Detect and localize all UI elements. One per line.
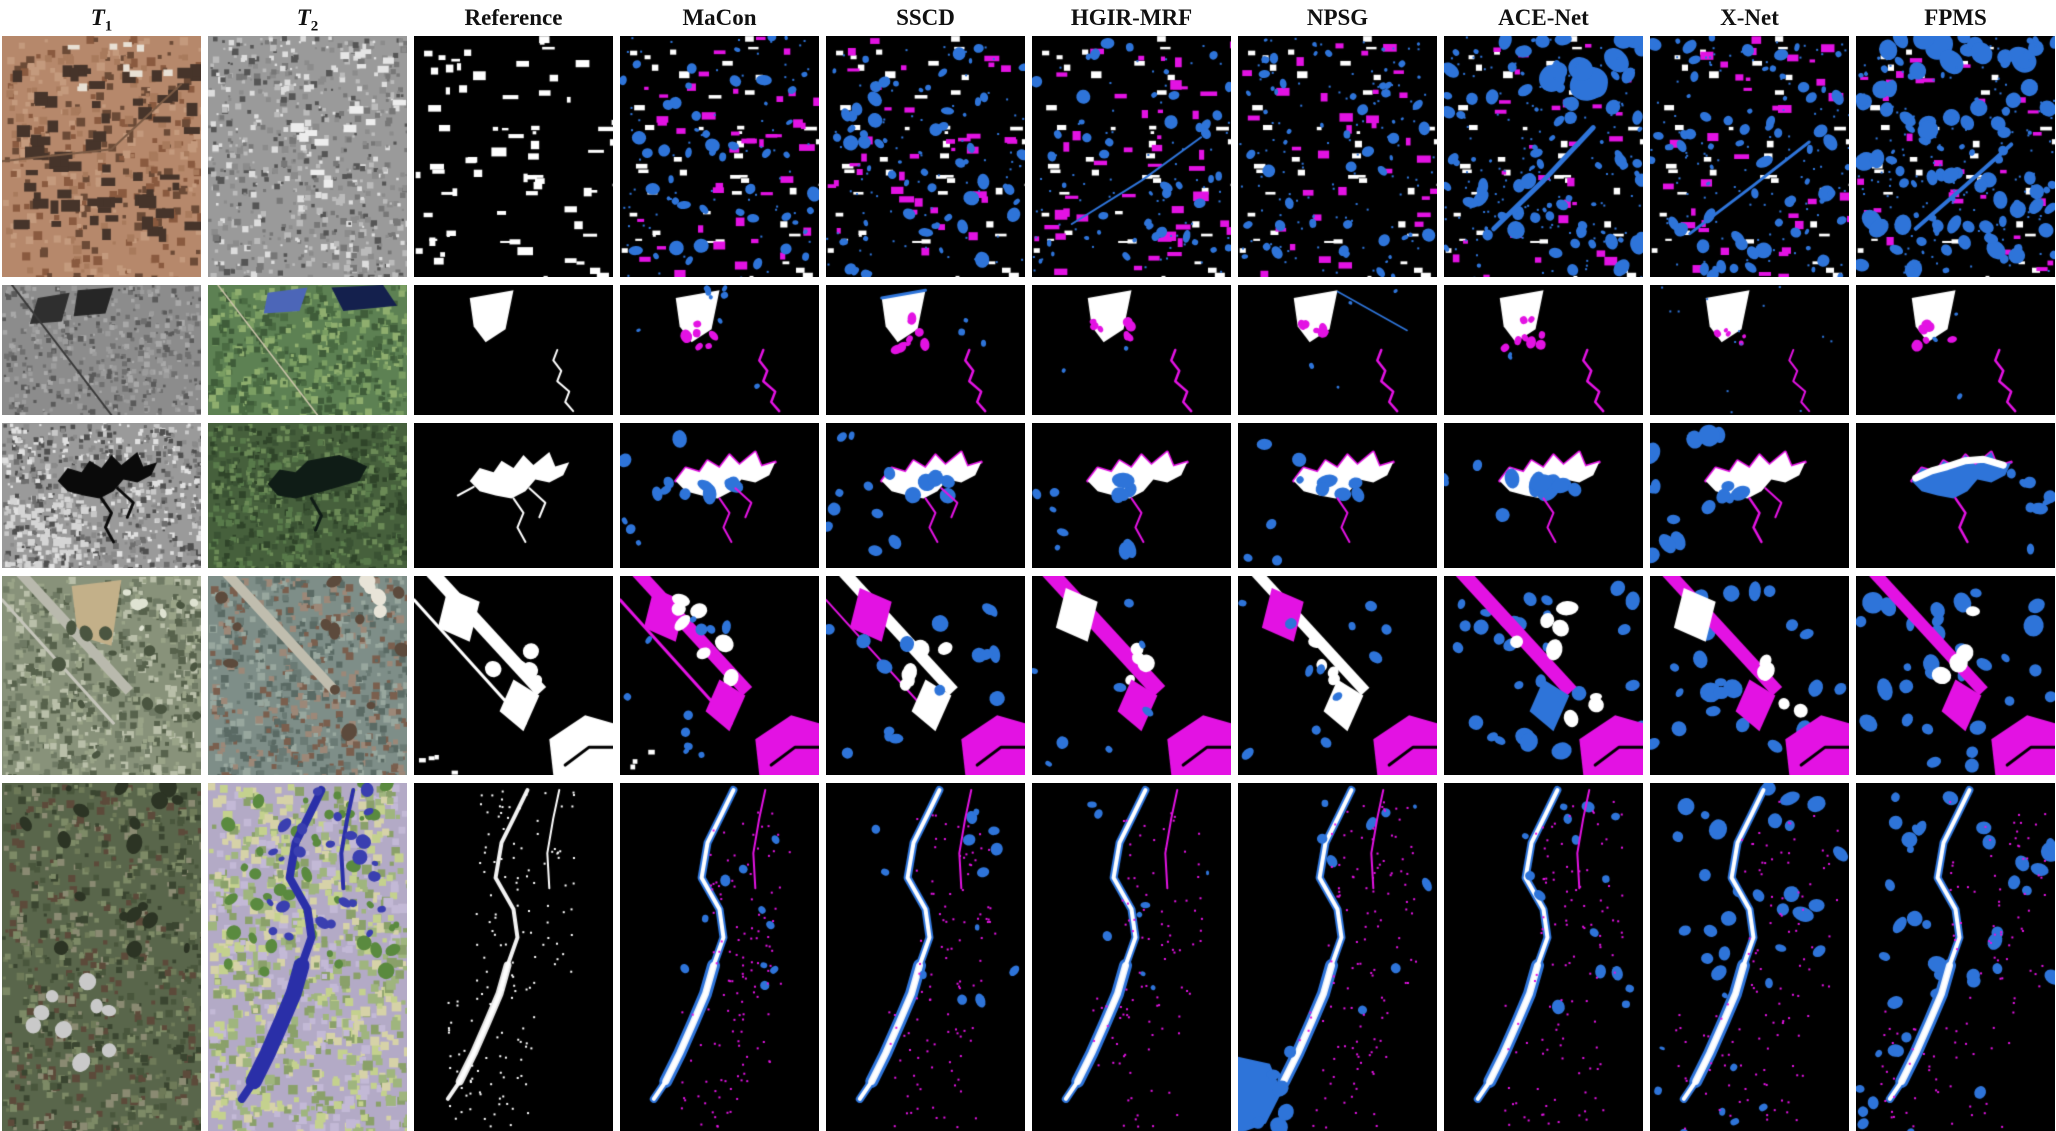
reference-mask-image-row5 xyxy=(414,783,613,1131)
column-header-hgir-mrf: HGIR-MRF xyxy=(1070,5,1193,30)
ace-net-mask-image-row5 xyxy=(1444,783,1643,1131)
image-grid xyxy=(0,36,2056,1131)
scene-4-industrial xyxy=(2,576,2056,775)
t1-satellite-image-row4 xyxy=(2,576,201,775)
scene-5-river-flood xyxy=(2,783,2056,1131)
x-net-mask-image-row3 xyxy=(1650,423,1849,568)
column-header-ace-net: ACE-Net xyxy=(1498,5,1589,30)
sscd-mask-image-row2 xyxy=(826,285,1025,415)
scene-3-mountain-lake xyxy=(2,423,2056,568)
ace-net-mask-image-row4 xyxy=(1444,576,1643,775)
macon-mask-image-row5 xyxy=(620,783,819,1131)
column-header-x-net: X-Net xyxy=(1720,5,1779,30)
x-net-mask-image-row5 xyxy=(1650,783,1849,1131)
t1-satellite-image-row2 xyxy=(2,285,201,415)
fpms-mask-image-row4 xyxy=(1856,576,2055,775)
fpms-mask-image-row1 xyxy=(1856,36,2055,277)
scene-1-farmland xyxy=(2,36,2056,277)
t2-satellite-image-row5 xyxy=(208,783,407,1131)
npsg-mask-image-row3 xyxy=(1238,423,1437,568)
column-header-t2: T2 xyxy=(296,5,319,35)
sscd-mask-image-row3 xyxy=(826,423,1025,568)
ace-net-mask-image-row3 xyxy=(1444,423,1643,568)
column-header-npsg: NPSG xyxy=(1306,5,1369,30)
column-header-fpms: FPMS xyxy=(1924,5,1987,30)
fpms-mask-image-row5 xyxy=(1856,783,2055,1131)
macon-mask-image-row2 xyxy=(620,285,819,415)
reference-mask-image-row1 xyxy=(414,36,613,277)
hgir-mrf-mask-image-row5 xyxy=(1032,783,1231,1131)
column-header-row: T1 T2 Reference MaCon SSCD HGIR-MRF NPSG ACE-Ne… xyxy=(0,0,2056,36)
sscd-mask-image-row5 xyxy=(826,783,1025,1131)
macon-mask-image-row3 xyxy=(620,423,819,568)
column-header-macon: MaCon xyxy=(682,5,757,30)
reference-mask-image-row3 xyxy=(414,423,613,568)
x-net-mask-image-row4 xyxy=(1650,576,1849,775)
reference-mask-image-row4 xyxy=(414,576,613,775)
x-net-mask-image-row1 xyxy=(1650,36,1849,277)
hgir-mrf-mask-image-row4 xyxy=(1032,576,1231,775)
column-header-t1: T1 xyxy=(90,5,113,35)
x-net-mask-image-row2 xyxy=(1650,285,1849,415)
ace-net-mask-image-row2 xyxy=(1444,285,1643,415)
fpms-mask-image-row3 xyxy=(1856,423,2055,568)
t2-satellite-image-row4 xyxy=(208,576,407,775)
t2-satellite-image-row3 xyxy=(208,423,407,568)
t2-satellite-image-row1 xyxy=(208,36,407,277)
sscd-mask-image-row1 xyxy=(826,36,1025,277)
macon-mask-image-row1 xyxy=(620,36,819,277)
t1-satellite-image-row1 xyxy=(2,36,201,277)
ace-net-mask-image-row1 xyxy=(1444,36,1643,277)
hgir-mrf-mask-image-row1 xyxy=(1032,36,1231,277)
scene-2-fields-ponds xyxy=(2,285,2056,415)
npsg-mask-image-row2 xyxy=(1238,285,1437,415)
t1-satellite-image-row3 xyxy=(2,423,201,568)
column-header-reference: Reference xyxy=(464,5,563,30)
t1-satellite-image-row5 xyxy=(2,783,201,1131)
npsg-mask-image-row4 xyxy=(1238,576,1437,775)
reference-mask-image-row2 xyxy=(414,285,613,415)
column-header-sscd: SSCD xyxy=(896,5,955,30)
sscd-mask-image-row4 xyxy=(826,576,1025,775)
t2-satellite-image-row2 xyxy=(208,285,407,415)
fpms-mask-image-row2 xyxy=(1856,285,2055,415)
hgir-mrf-mask-image-row3 xyxy=(1032,423,1231,568)
npsg-mask-image-row1 xyxy=(1238,36,1437,277)
hgir-mrf-mask-image-row2 xyxy=(1032,285,1231,415)
macon-mask-image-row4 xyxy=(620,576,819,775)
npsg-mask-image-row5 xyxy=(1238,783,1437,1131)
